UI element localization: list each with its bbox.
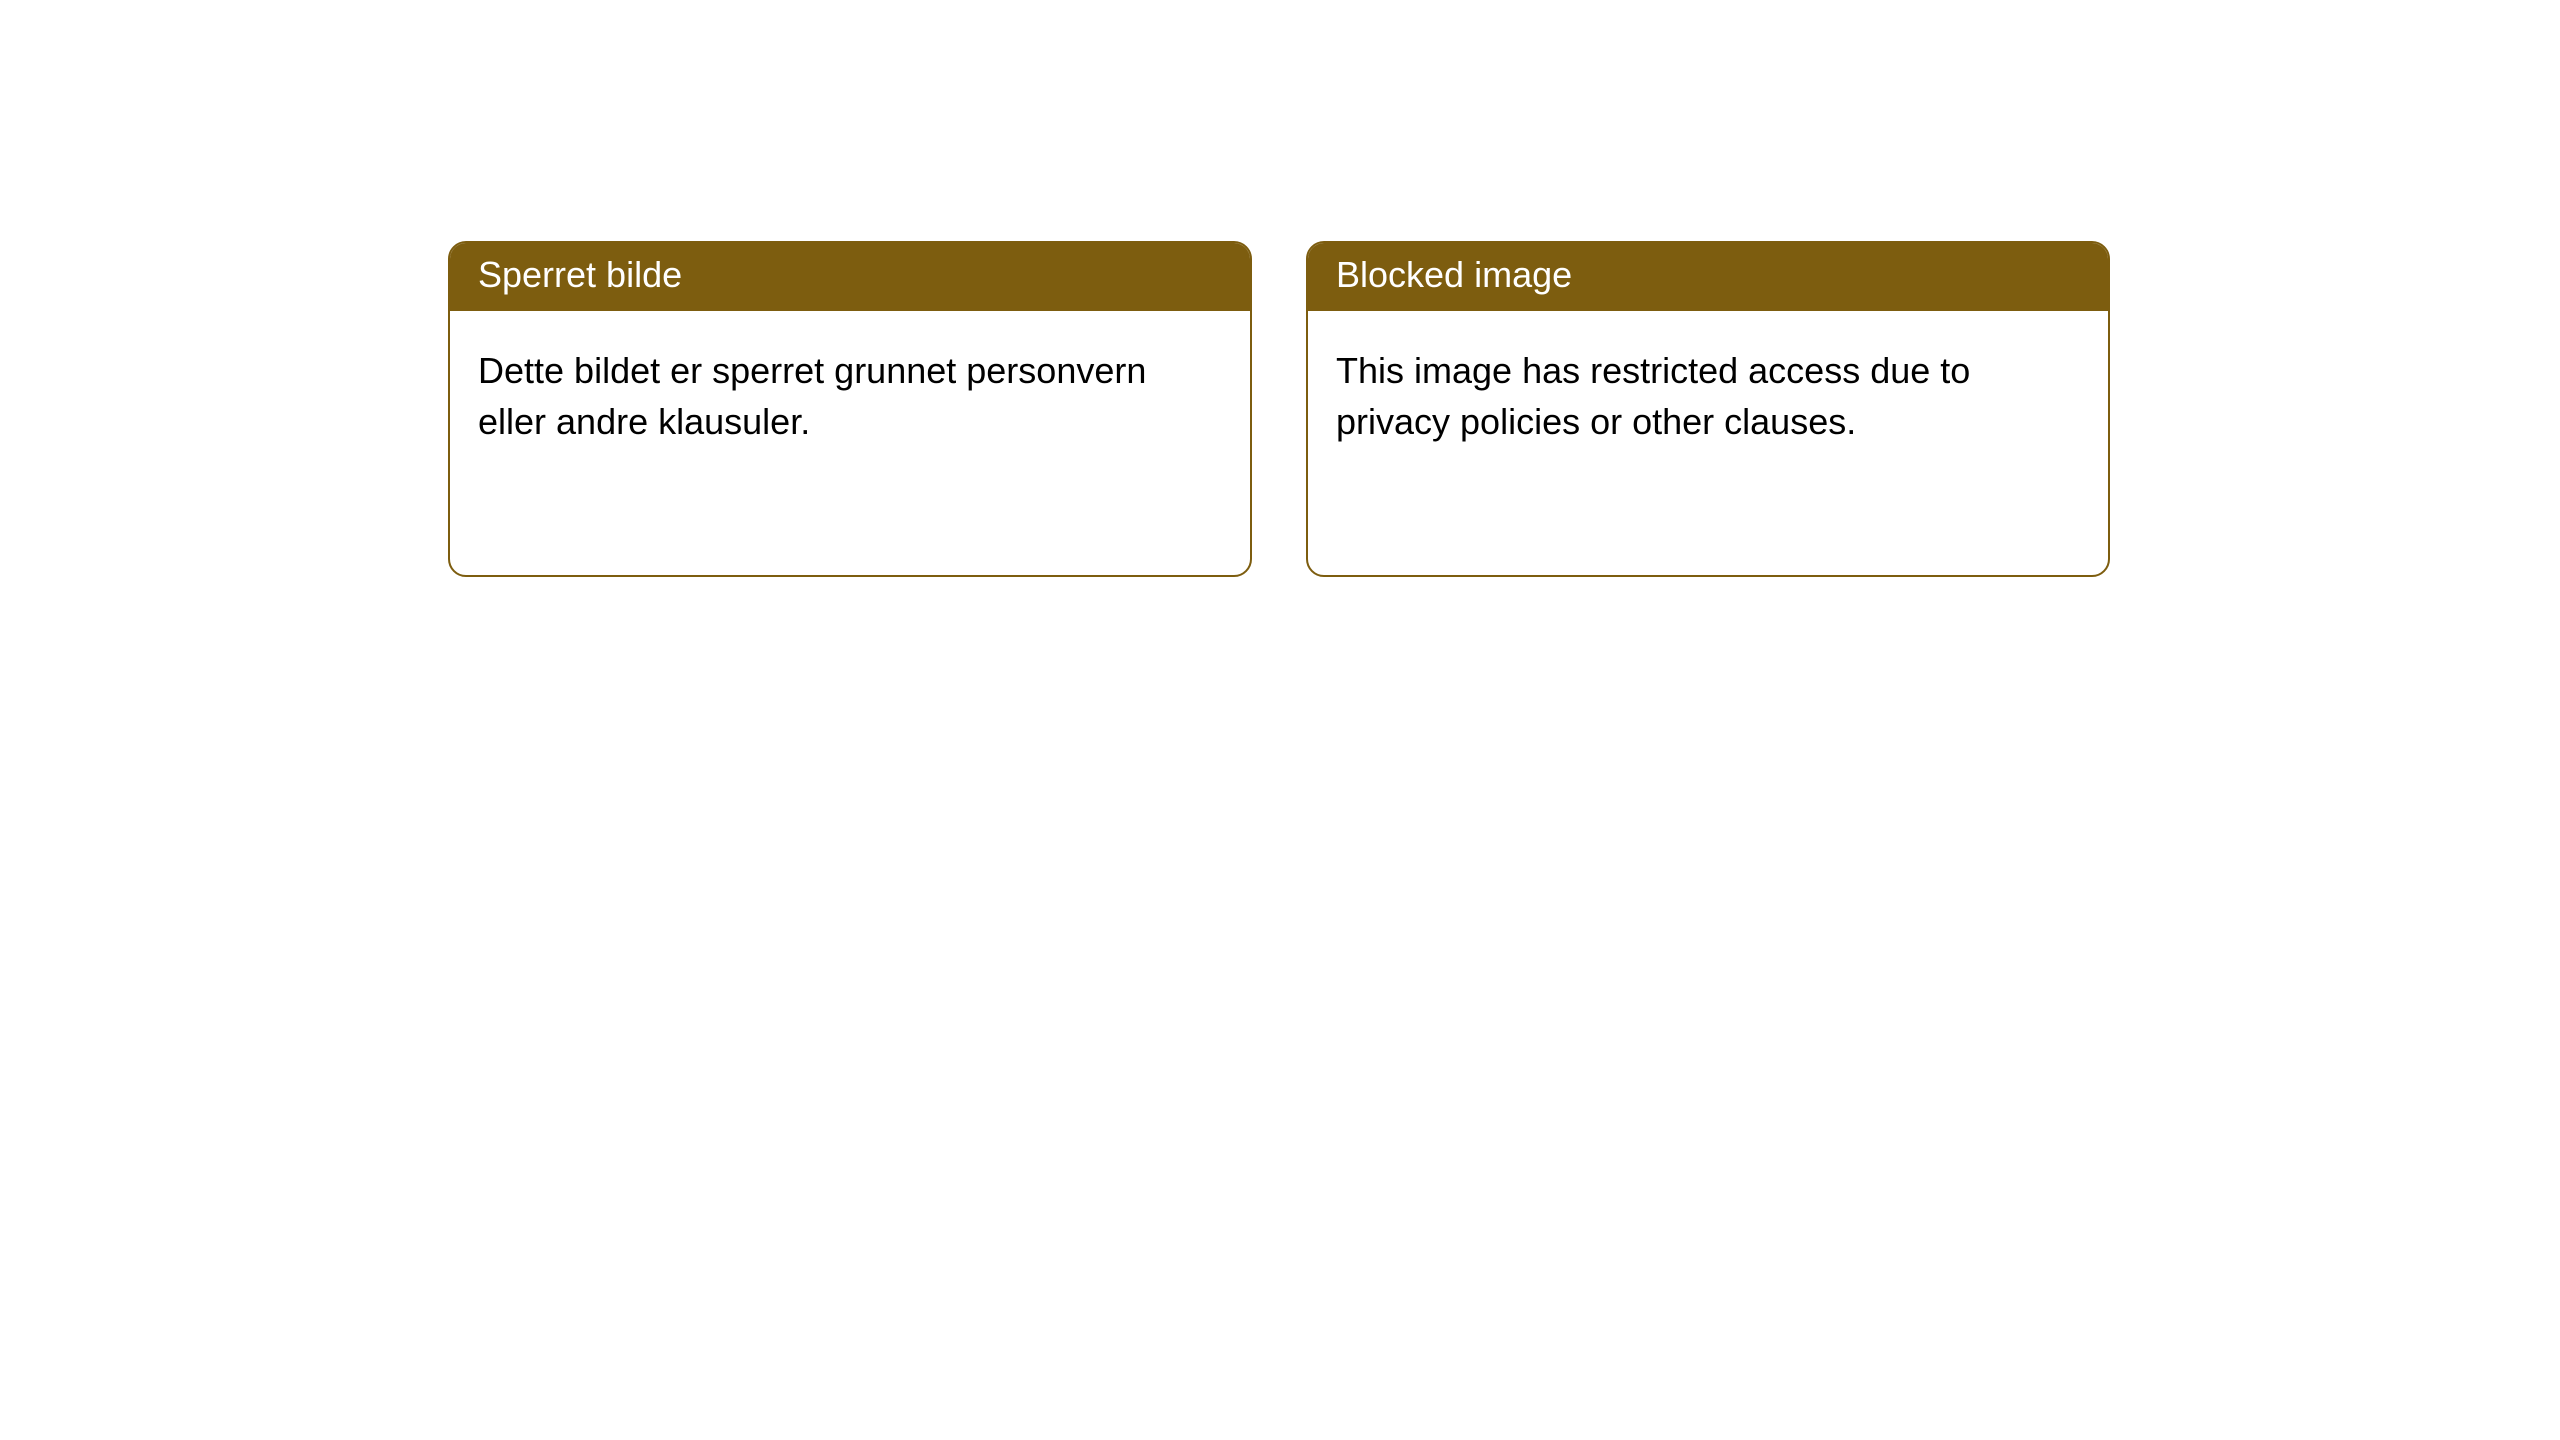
card-title: Blocked image bbox=[1336, 254, 1572, 295]
info-card-norwegian: Sperret bilde Dette bildet er sperret gr… bbox=[448, 241, 1252, 577]
card-title: Sperret bilde bbox=[478, 254, 682, 295]
cards-container: Sperret bilde Dette bildet er sperret gr… bbox=[0, 0, 2560, 577]
card-body: Dette bildet er sperret grunnet personve… bbox=[450, 311, 1250, 481]
card-body: This image has restricted access due to … bbox=[1308, 311, 2108, 481]
card-body-text: Dette bildet er sperret grunnet personve… bbox=[478, 350, 1146, 442]
card-header: Blocked image bbox=[1308, 243, 2108, 311]
card-header: Sperret bilde bbox=[450, 243, 1250, 311]
info-card-english: Blocked image This image has restricted … bbox=[1306, 241, 2110, 577]
card-body-text: This image has restricted access due to … bbox=[1336, 350, 1970, 442]
